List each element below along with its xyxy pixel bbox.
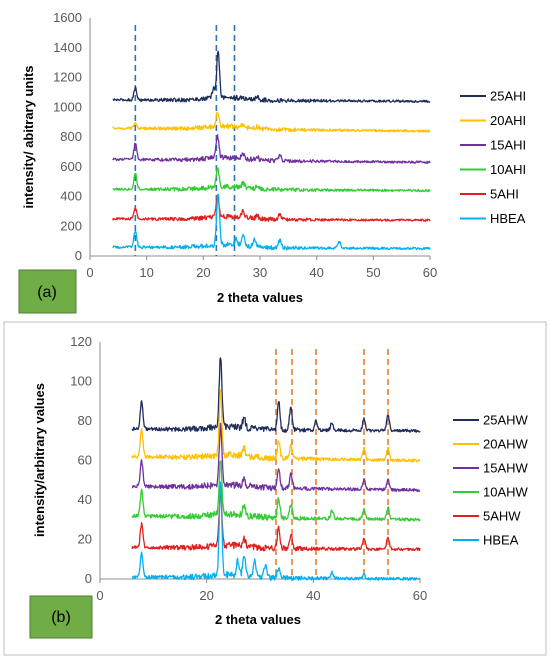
panel-a-y-tick-label: 1000 [53, 99, 82, 114]
panel-a-x-tick-label: 60 [423, 265, 437, 280]
panel-a-x-tick-label: 30 [253, 265, 267, 280]
panel-a-x-tick-label: 20 [196, 265, 210, 280]
panel-b-legend-label: 15AHW [483, 461, 529, 476]
panel-a-x-tick-label: 0 [86, 265, 93, 280]
panel-a-badge: (a) [18, 269, 77, 314]
panel-a-legend-label: 25AHI [490, 89, 526, 104]
panel-a-x-tick-label: 40 [309, 265, 323, 280]
panel-a-y-tick-label: 0 [75, 248, 82, 263]
panel-b-y-tick-label: 120 [70, 334, 92, 349]
panel-a-y-tick-label: 1200 [53, 70, 82, 85]
panel-a-x-ticks: 0 10 20 30 40 50 60 [86, 256, 437, 280]
panel-a-series-line-15ahi [112, 134, 431, 164]
panel-b-legend-label: 25AHW [483, 413, 529, 428]
panel-a-y-tick-label: 800 [60, 129, 82, 144]
panel-a-y-tick-label: 1600 [53, 10, 82, 25]
panel-b-series [131, 357, 421, 582]
panel-b-x-tick-label: 60 [413, 588, 427, 603]
panel-a-series-line-hbea [112, 193, 431, 251]
panel-b-legend-label: 5AHW [483, 509, 521, 524]
panel-a-badge-box [18, 269, 77, 314]
panel-b-series-line-15ahw [131, 422, 421, 493]
panel-a-legend-label: 15AHI [490, 138, 526, 153]
panel-a-legend-label: HBEA [490, 211, 526, 226]
panel-b-x-tick-label: 20 [199, 588, 213, 603]
panel-b-y-tick-label: 60 [78, 453, 92, 468]
panel-b-badge-label: (b) [51, 609, 71, 626]
panel-b-y-tick-label: 80 [78, 413, 92, 428]
panel-b: 0 20 40 60 80 100 120 0 20 40 60 intensity/arbitr… [29, 334, 529, 639]
panel-a-series-line-10ahi [112, 167, 431, 193]
panel-b-series-line-hbea [131, 481, 421, 582]
panel-b-y-tick-label: 20 [78, 532, 92, 547]
panel-b-y-axis-label: intensity/arbitrary values [32, 383, 47, 537]
panel-b-y-tick-label: 0 [85, 571, 92, 586]
panel-b-series-line-10ahw [131, 460, 421, 522]
panel-a-legend-label: 5AHI [490, 187, 519, 202]
panel-b-x-tick-label: 40 [306, 588, 320, 603]
panel-b-x-axis-label: 2 theta values [215, 612, 301, 627]
panel-a-legend-label: 20AHI [490, 113, 526, 128]
panel-b-y-tick-label: 40 [78, 492, 92, 507]
panel-b-x-tick-label: 0 [96, 588, 103, 603]
panel-a-x-axis-label: 2 theta values [217, 290, 303, 305]
panel-a-series-line-20ahi [112, 111, 431, 133]
panel-b-legend-label: 10AHW [483, 485, 529, 500]
panel-b-legend: 25AHW 20AHW 15AHW 10AHW 5AHW HBEA [453, 413, 529, 548]
panel-a-series-line-5ahi [112, 195, 431, 222]
panel-a-y-ticks: 0 200 400 600 800 1000 1200 1400 1600 [53, 10, 82, 263]
panel-a: 0 200 400 600 800 1000 1200 1400 1600 0 10 20 30 40 5… [18, 10, 526, 314]
panel-a-x-tick-label: 50 [366, 265, 380, 280]
panel-b-legend-label: HBEA [483, 533, 519, 548]
panel-b-y-tick-label: 100 [70, 374, 92, 389]
panel-a-series-line-25ahi [112, 50, 431, 104]
panel-b-y-ticks: 0 20 40 60 80 100 120 [70, 334, 92, 586]
panel-a-legend-label: 10AHI [490, 162, 526, 177]
panel-a-series [112, 50, 431, 251]
panel-b-badge: (b) [29, 595, 93, 639]
panel-a-y-tick-label: 600 [60, 159, 82, 174]
panel-b-series-line-25ahw [131, 357, 421, 433]
panel-a-badge-label: (a) [37, 284, 57, 301]
panel-b-legend-label: 20AHW [483, 437, 529, 452]
panel-a-y-tick-label: 400 [60, 189, 82, 204]
panel-b-series-line-20ahw [131, 389, 421, 463]
panel-a-y-tick-label: 1400 [53, 40, 82, 55]
panel-b-x-ticks: 0 20 40 60 [96, 579, 427, 603]
panel-a-y-axis-label: intensity/ abitrary units [21, 65, 36, 208]
panel-b-badge-box [29, 595, 93, 639]
panel-a-x-tick-label: 10 [139, 265, 153, 280]
panel-a-legend: 25AHI 20AHI 15AHI 10AHI 5AHI HBEA [460, 89, 526, 226]
panel-b-series-line-5ahw [131, 489, 421, 552]
panel-a-y-tick-label: 200 [60, 218, 82, 233]
